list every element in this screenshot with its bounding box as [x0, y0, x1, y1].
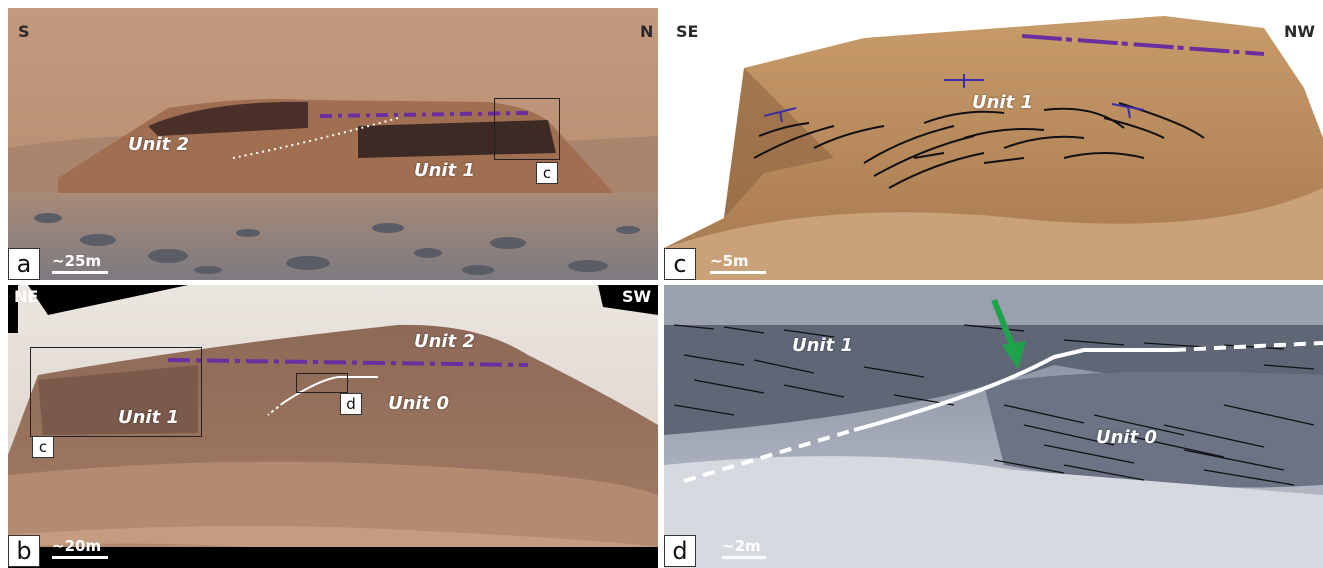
contact-line: [1021, 34, 1265, 56]
contact-line: [167, 358, 529, 367]
unit-label: Unit 1: [792, 335, 853, 356]
panel-a-landscape: [8, 8, 658, 280]
scale-bar-label: ~2m: [722, 537, 761, 555]
panel-letter: a: [8, 248, 40, 280]
scale-bar-label: ~5m: [710, 252, 749, 270]
direction-right: N: [640, 22, 654, 41]
contact-line: [319, 111, 529, 118]
scale-bar: ~5m: [710, 252, 766, 274]
scale-bar-label: ~20m: [52, 537, 102, 555]
panel-letter: b: [8, 535, 40, 567]
bedding-lines: [673, 324, 1315, 486]
unit-label: Unit 1: [414, 160, 475, 181]
scale-bar: ~20m: [52, 537, 108, 559]
unit-label: Unit 2: [414, 331, 475, 352]
direction-left: NE: [14, 287, 39, 306]
scale-bar: ~2m: [722, 537, 766, 559]
detail-box-c: [30, 347, 202, 437]
unit-label: Unit 0: [388, 393, 449, 414]
detail-box-d: [296, 373, 348, 393]
detail-box-tag: d: [340, 393, 362, 415]
direction-left: SE: [676, 22, 699, 41]
unit-label: Unit 1: [118, 407, 179, 428]
unit-label: Unit 2: [128, 134, 189, 155]
direction-right: SW: [622, 287, 652, 306]
scale-bar-line: [52, 271, 108, 274]
detail-box-tag: c: [32, 436, 54, 458]
panel-d-outcrop: [664, 285, 1323, 568]
scale-bar: ~25m: [52, 252, 108, 274]
panel-c-outcrop: [664, 8, 1323, 280]
panel-c: SE NW Unit 1 c ~5m: [664, 8, 1323, 280]
scale-bar-line: [722, 556, 766, 559]
unit-label: Unit 0: [1096, 427, 1157, 448]
direction-right: NW: [1284, 22, 1316, 41]
panel-b-landscape: [8, 285, 658, 568]
arrow-icon: [991, 298, 1026, 369]
panel-b: NE SW Unit 2 Unit 1 Unit 0 c d b ~20m: [8, 285, 658, 568]
detail-box-tag: c: [536, 162, 558, 184]
scale-bar-line: [710, 271, 766, 274]
direction-left: S: [18, 22, 30, 41]
panel-a: S N Unit 2 Unit 1 c a ~25m: [8, 8, 658, 280]
scale-bar-label: ~25m: [52, 252, 102, 270]
unconformity-line: [853, 348, 1174, 432]
detail-box-c: [494, 98, 560, 160]
scale-bar-line: [52, 556, 108, 559]
strike-dip-symbols: [763, 74, 1145, 123]
panel-letter: d: [664, 535, 696, 567]
unit-label: Unit 1: [972, 92, 1033, 113]
bedding-lines: [753, 102, 1205, 189]
panel-d: Unit 1 Unit 0 d ~2m: [664, 285, 1323, 568]
panel-letter: c: [664, 248, 696, 280]
